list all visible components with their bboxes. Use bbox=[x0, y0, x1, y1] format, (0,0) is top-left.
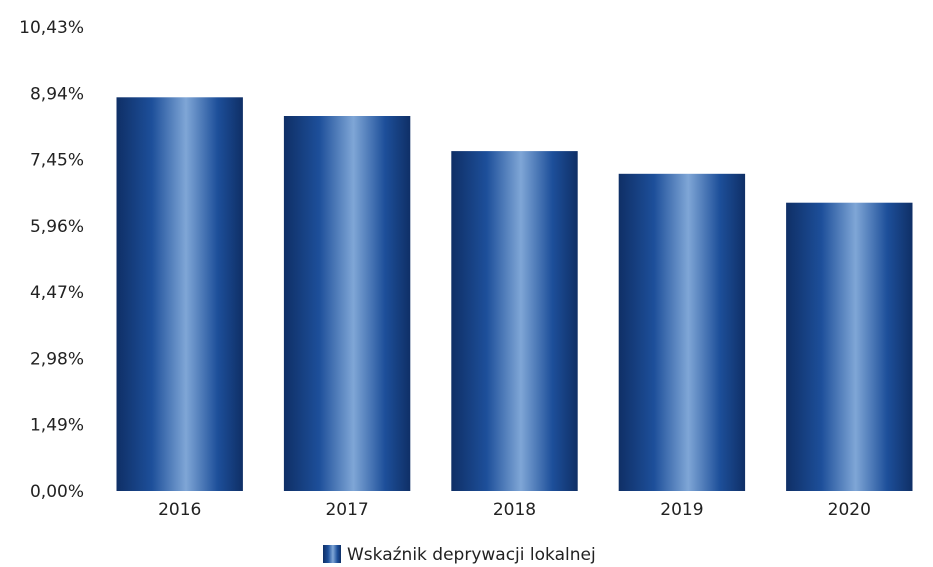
bar-2018 bbox=[451, 151, 578, 491]
y-tick-label: 7,45% bbox=[30, 151, 84, 171]
bar-2020 bbox=[786, 202, 913, 491]
y-tick-label: 0,00% bbox=[30, 482, 84, 502]
x-tick-label: 2016 bbox=[158, 500, 201, 520]
x-tick-label: 2018 bbox=[493, 500, 536, 520]
y-tick-label: 1,49% bbox=[30, 416, 84, 436]
x-axis: 2016 2017 2018 2019 2020 bbox=[158, 500, 871, 520]
legend-label: Wskaźnik deprywacji lokalnej bbox=[347, 545, 596, 565]
y-tick-label: 10,43% bbox=[19, 18, 84, 38]
x-tick-label: 2017 bbox=[325, 500, 368, 520]
bar-2016 bbox=[116, 97, 243, 492]
bar-2017 bbox=[283, 116, 411, 491]
y-axis: 0,00% 1,49% 2,98% 4,47% 5,96% 7,45% 8,94% 10,43… bbox=[19, 18, 84, 502]
x-tick-label: 2019 bbox=[660, 500, 703, 520]
bars bbox=[116, 97, 913, 492]
x-tick-label: 2020 bbox=[828, 500, 871, 520]
legend-swatch bbox=[323, 545, 341, 563]
y-tick-label: 2,98% bbox=[30, 349, 84, 369]
y-tick-label: 4,47% bbox=[30, 283, 84, 303]
y-tick-label: 5,96% bbox=[30, 217, 84, 237]
legend: Wskaźnik deprywacji lokalnej bbox=[323, 545, 596, 565]
bar-2019 bbox=[618, 173, 746, 492]
y-tick-label: 8,94% bbox=[30, 84, 84, 104]
